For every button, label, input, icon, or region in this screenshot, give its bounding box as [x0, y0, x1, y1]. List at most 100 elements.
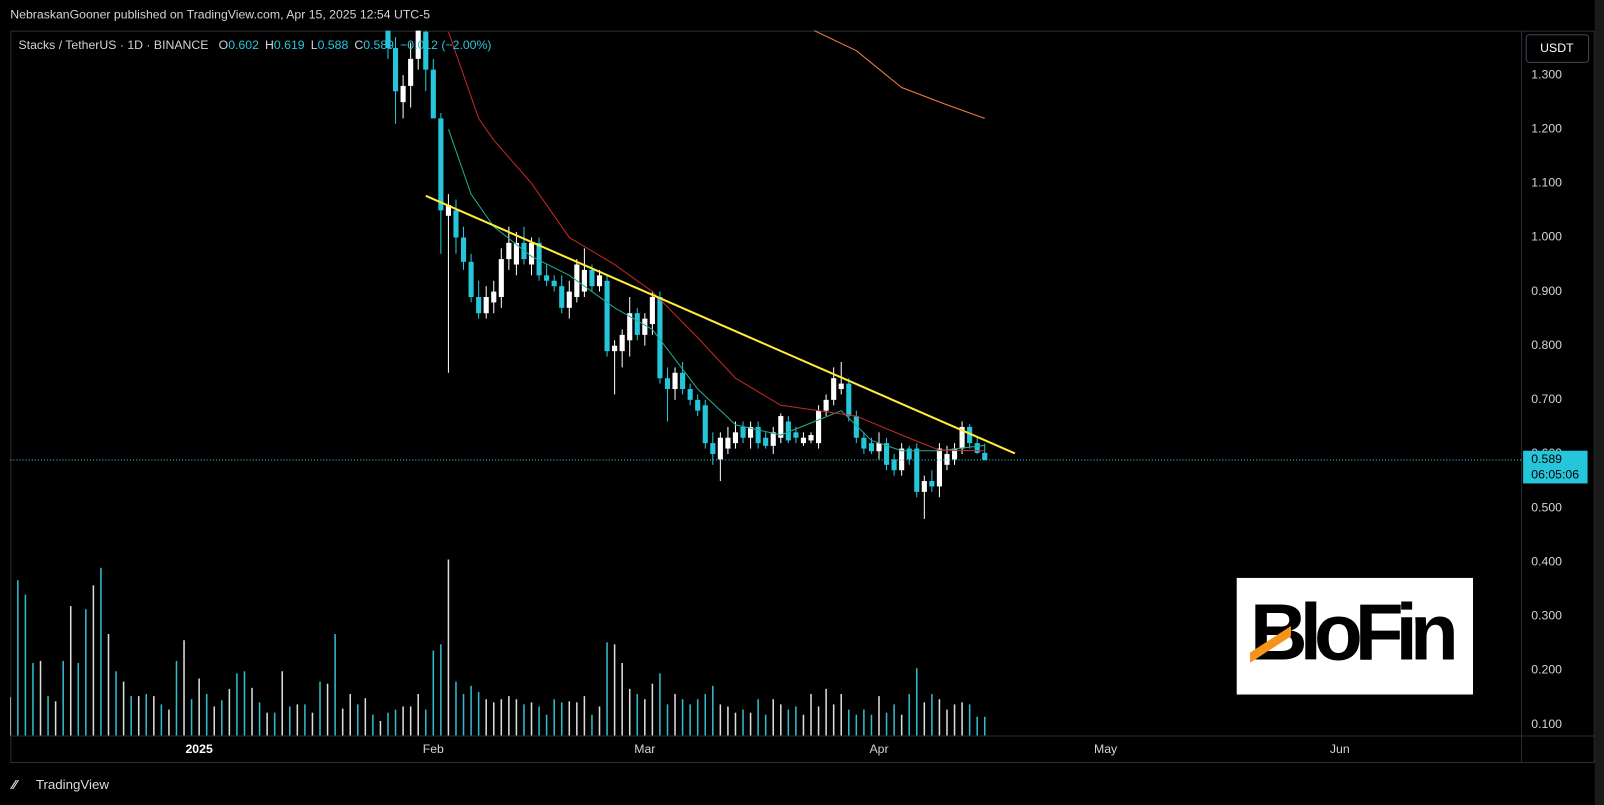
volume-bar — [107, 634, 110, 736]
volume-bar — [175, 660, 178, 736]
candle-body — [680, 372, 686, 390]
volume-bar — [681, 699, 684, 736]
candle-body — [695, 399, 701, 411]
candle-body — [445, 204, 451, 216]
candle-body — [808, 435, 814, 441]
volume-bar — [500, 699, 503, 736]
volume-bar — [832, 704, 835, 736]
legend-item: L — [311, 38, 318, 52]
volume-bar — [840, 694, 842, 736]
volume-bar — [402, 706, 404, 736]
candle-body — [982, 452, 988, 460]
candle-body — [483, 297, 489, 314]
volume-bar — [817, 706, 820, 736]
volume-bar — [92, 585, 95, 736]
currency-button[interactable] — [1525, 34, 1590, 63]
logo: BloFin — [1250, 587, 1457, 676]
volume-bar — [10, 697, 12, 736]
volume-bar — [689, 704, 691, 736]
candle-body — [763, 437, 769, 446]
volume-bar — [115, 671, 117, 736]
candle-body — [929, 481, 935, 487]
volume-bar — [477, 691, 480, 736]
volume-bar — [417, 694, 419, 736]
volume-bar — [825, 688, 827, 736]
y-tick-label: 0.800 — [1531, 338, 1562, 352]
volume-bar — [122, 681, 125, 736]
candle-body — [921, 481, 927, 492]
candle-body — [385, 30, 391, 49]
volume-bar — [795, 706, 797, 736]
moving-average — [447, 129, 985, 452]
candle-body — [460, 237, 467, 262]
volume-bar — [205, 694, 208, 736]
candle-body — [423, 31, 429, 70]
volume-bar — [32, 663, 34, 736]
y-tick-label: 0.900 — [1531, 284, 1562, 298]
volume-bar — [553, 699, 555, 736]
volume-bar — [885, 712, 888, 736]
candle-body — [876, 443, 882, 452]
candle-body — [649, 297, 655, 325]
volume-bar — [319, 681, 321, 736]
volume-bar — [810, 694, 812, 736]
volume-bar — [870, 714, 873, 736]
candle-body — [861, 437, 867, 449]
volume-bar — [545, 714, 548, 736]
volume-bar — [931, 694, 933, 736]
x-tick-label: Feb — [423, 742, 444, 756]
volume-bar — [394, 709, 397, 736]
candle-body — [868, 443, 874, 452]
volume-bar — [863, 709, 865, 736]
candle-body — [951, 448, 958, 460]
volume-bar — [598, 706, 601, 736]
side-strip — [1594, 0, 1604, 805]
candle-body — [544, 275, 550, 281]
legend-item: C — [354, 38, 363, 52]
candle-body — [899, 448, 905, 471]
volume-bar — [296, 704, 299, 736]
volume-bar — [243, 671, 246, 736]
volume-bar — [938, 699, 941, 736]
volume-bar — [17, 580, 19, 736]
candle-body — [612, 345, 618, 352]
legend: Stacks / TetherUS · 1D · BINANCE O0.602 H0… — [18, 38, 491, 52]
candle-body — [853, 416, 859, 438]
candle-body — [793, 432, 799, 438]
candle-body — [800, 437, 807, 444]
x-tick-label: Mar — [634, 742, 655, 756]
candle-body — [566, 291, 572, 308]
volume-bar — [168, 709, 170, 736]
volume-bar — [961, 702, 963, 736]
candle-body — [596, 275, 603, 287]
candle-body — [415, 30, 421, 59]
candle-body — [702, 405, 708, 444]
volume-bar — [923, 702, 926, 736]
candle-body — [748, 426, 754, 438]
volume-bar — [696, 699, 699, 736]
volume-bar — [749, 712, 752, 736]
candle-body — [536, 242, 542, 276]
y-tick-label: 1.000 — [1531, 230, 1562, 244]
legend-item: 0.619 — [274, 38, 305, 52]
y-tick-label: 1.300 — [1531, 67, 1562, 81]
volume-bar — [357, 704, 359, 736]
last-price-box — [1523, 450, 1588, 484]
currency[interactable]: USDT — [1540, 41, 1574, 55]
volume-bar — [281, 671, 284, 736]
volume-bar — [137, 696, 140, 736]
volume-bar — [712, 685, 714, 736]
candle-body — [823, 399, 829, 411]
volume-bar — [39, 660, 42, 736]
candle-body — [785, 421, 791, 441]
candle-body — [838, 383, 844, 390]
moving-average — [813, 30, 985, 119]
candle-body — [914, 448, 920, 492]
volume-bar — [976, 716, 978, 736]
volume-bar — [455, 681, 457, 736]
volume-bar — [100, 567, 102, 736]
volume-bar — [334, 634, 336, 736]
candle-body — [672, 372, 678, 390]
candle-body — [664, 378, 671, 390]
